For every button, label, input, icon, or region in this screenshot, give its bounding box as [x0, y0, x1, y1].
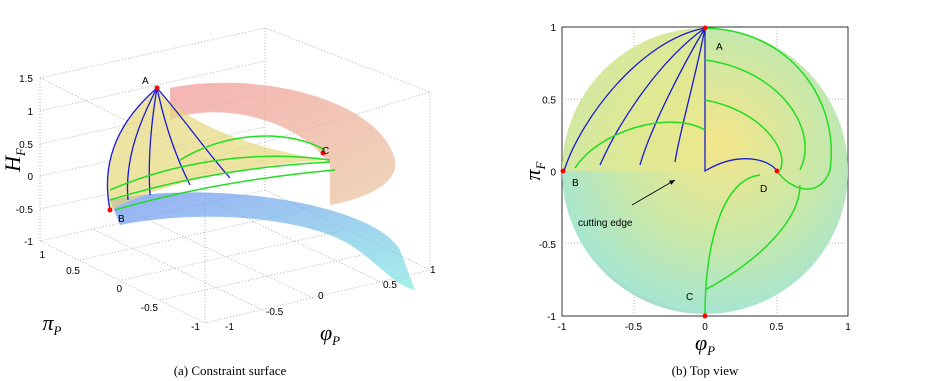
pi-tick-label: -1: [191, 322, 200, 333]
pi-tick-label: 0.5: [66, 266, 80, 277]
x-axis-label-main: φ: [695, 330, 707, 355]
x-tick-label: 0: [702, 322, 708, 333]
point-label: A: [142, 76, 149, 87]
annotation: cutting edge: [578, 218, 633, 229]
caption: (b) Top view: [672, 363, 739, 378]
plot-top: [560, 25, 849, 319]
y-tick-label: 0: [550, 168, 556, 179]
z-tick-label: 0: [27, 172, 33, 183]
x-tick-label: 0.5: [770, 322, 784, 333]
pi-axis-label-sub: P: [53, 323, 62, 338]
x-axis-label-sub: P: [706, 343, 715, 358]
phi-axis-label-main: φ: [320, 320, 332, 345]
phi-tick-label: -1: [225, 322, 234, 333]
pi-axis-label: πP: [43, 310, 62, 338]
x-axis-label: φP: [695, 330, 715, 358]
pi-tick-label: 0: [116, 284, 122, 295]
plot-3d: [39, 27, 431, 324]
z-tick-label: -1: [24, 237, 33, 248]
point-label: C: [322, 146, 329, 157]
phi-axis-label-sub: P: [331, 333, 340, 348]
y-axis-label: πF: [520, 160, 548, 180]
z-tick-label: 1.5: [19, 74, 33, 85]
caption: (a) Constraint surface: [174, 363, 287, 378]
point-label: B: [118, 214, 125, 225]
point-label: D: [760, 184, 767, 195]
x-tick-label: 1: [845, 322, 851, 333]
z-tick-label: 0.5: [19, 140, 33, 151]
point-label: A: [716, 42, 723, 53]
pi-tick-label: -0.5: [141, 303, 159, 314]
phi-tick-label: 1: [430, 265, 436, 276]
y-tick-label: -0.5: [539, 240, 557, 251]
y-axis-label-main: π: [520, 168, 545, 180]
z-axis-label-main: H: [0, 155, 25, 173]
phi-axis-label: φP: [320, 320, 340, 348]
z-axis-label: HF: [0, 147, 28, 173]
phi-tick-label: 0.5: [383, 280, 397, 291]
pi-tick-label: 1: [39, 250, 45, 261]
y-tick-label: 0.5: [542, 95, 556, 106]
z-tick-label: 1: [27, 107, 33, 118]
pi-axis-label-main: π: [43, 310, 55, 335]
point-label: B: [572, 178, 579, 189]
point-label: C: [686, 292, 693, 303]
z-axis-label-sub: F: [13, 147, 28, 157]
x-tick-label: -0.5: [625, 322, 643, 333]
phi-tick-label: 0: [318, 291, 324, 302]
y-tick-label: 1: [550, 23, 556, 34]
y-axis-label-sub: F: [533, 160, 548, 170]
z-tick-label: -0.5: [16, 205, 34, 216]
phi-tick-label: -0.5: [266, 307, 284, 318]
x-tick-label: -1: [558, 322, 567, 333]
y-tick-label: -1: [547, 312, 556, 323]
